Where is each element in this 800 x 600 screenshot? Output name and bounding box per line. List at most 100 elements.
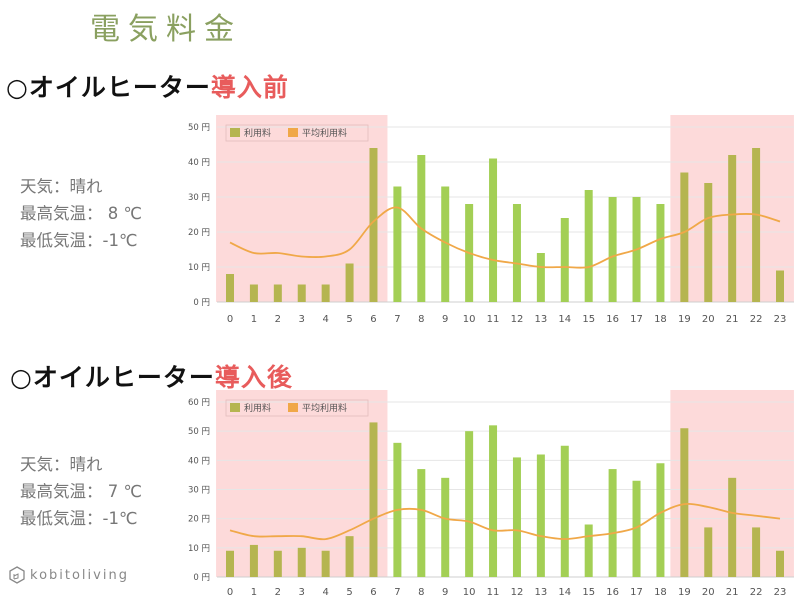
x-tick-label: 20 bbox=[702, 587, 715, 598]
x-tick-label: 19 bbox=[678, 587, 691, 598]
x-tick-label: 13 bbox=[535, 587, 548, 598]
usage-bar bbox=[321, 284, 330, 302]
chart-legend: 利用料 平均利用料 bbox=[225, 124, 369, 142]
x-tick-label: 20 bbox=[702, 314, 715, 325]
average-line bbox=[229, 502, 781, 541]
usage-bar bbox=[226, 274, 234, 302]
usage-bar bbox=[369, 148, 378, 302]
x-tick-label: 19 bbox=[678, 314, 691, 325]
x-tick-label: 3 bbox=[299, 587, 305, 598]
legend-usage-swatch bbox=[230, 403, 240, 412]
x-tick-label: 16 bbox=[606, 587, 619, 598]
chart-legend: 利用料 平均利用料 bbox=[225, 399, 369, 417]
usage-bar bbox=[345, 263, 354, 302]
usage-bar bbox=[752, 148, 761, 302]
y-tick-label: 0 円 bbox=[193, 298, 210, 308]
x-tick-label: 21 bbox=[726, 587, 739, 598]
usage-bar bbox=[560, 218, 569, 302]
y-tick-label: 50 円 bbox=[188, 427, 210, 437]
usage-bar bbox=[512, 457, 521, 577]
x-tick-label: 3 bbox=[299, 314, 305, 325]
x-tick-label: 9 bbox=[442, 587, 448, 598]
usage-bar bbox=[752, 527, 761, 577]
x-tick-label: 14 bbox=[558, 314, 571, 325]
legend-usage-label: 利用料 bbox=[244, 402, 271, 414]
y-tick-label: 10 円 bbox=[188, 263, 210, 273]
x-tick-label: 6 bbox=[370, 314, 376, 325]
x-tick-label: 4 bbox=[322, 587, 328, 598]
usage-bar bbox=[226, 550, 234, 577]
x-tick-label: 17 bbox=[630, 314, 643, 325]
x-tick-label: 18 bbox=[654, 314, 667, 325]
usage-bar bbox=[345, 536, 354, 577]
usage-bar bbox=[249, 544, 258, 577]
x-tick-label: 0 bbox=[227, 314, 233, 325]
usage-bar bbox=[536, 253, 545, 302]
x-tick-label: 2 bbox=[275, 314, 281, 325]
usage-bar bbox=[273, 550, 282, 577]
usage-bar bbox=[512, 204, 521, 302]
house-logo-icon bbox=[9, 566, 25, 584]
x-tick-label: 13 bbox=[535, 314, 548, 325]
usage-bar bbox=[608, 197, 617, 302]
usage-bar bbox=[656, 204, 665, 302]
max-temp-line: 最高気温： 7 ℃ bbox=[20, 482, 143, 501]
y-tick-label: 60 円 bbox=[188, 398, 210, 408]
x-tick-label: 4 bbox=[322, 314, 328, 325]
x-tick-label: 8 bbox=[418, 587, 424, 598]
usage-bar bbox=[489, 158, 498, 302]
y-tick-label: 40 円 bbox=[188, 158, 210, 168]
night-band bbox=[216, 390, 388, 577]
section-heading-before: ○オイルヒーター導入前 bbox=[6, 68, 289, 104]
x-tick-label: 2 bbox=[275, 587, 281, 598]
x-tick-label: 12 bbox=[511, 314, 524, 325]
usage-bar bbox=[584, 524, 593, 577]
max-temp-line: 最高気温： 8 ℃ bbox=[20, 204, 143, 223]
x-tick-label: 14 bbox=[558, 587, 571, 598]
usage-bar bbox=[728, 155, 737, 302]
usage-bar bbox=[297, 547, 306, 577]
x-tick-label: 10 bbox=[463, 314, 476, 325]
usage-bar bbox=[369, 422, 378, 577]
usage-bar bbox=[776, 270, 784, 302]
usage-bar bbox=[680, 172, 689, 302]
usage-bar bbox=[297, 284, 306, 302]
chart-after: 0 円10 円20 円30 円40 円50 円60 円0 1 2 3 4 5 6 7 8 9 10 1… bbox=[188, 390, 794, 598]
usage-bar bbox=[441, 186, 450, 302]
usage-bar bbox=[608, 469, 617, 577]
legend-usage-label: 利用料 bbox=[244, 127, 271, 139]
weather-line: 天気：晴れ bbox=[20, 455, 103, 474]
y-tick-label: 30 円 bbox=[188, 193, 210, 203]
x-tick-label: 5 bbox=[346, 587, 352, 598]
x-tick-label: 7 bbox=[394, 587, 400, 598]
x-tick-label: 9 bbox=[442, 314, 448, 325]
chart-before: 0 円10 円20 円30 円40 円50 円0 1 2 3 4 5 6 7 8 9 10 11 12 1… bbox=[188, 115, 794, 325]
usage-bar bbox=[776, 550, 784, 577]
usage-bar bbox=[417, 469, 426, 577]
x-tick-label: 16 bbox=[606, 314, 619, 325]
usage-bar bbox=[536, 454, 545, 577]
heading-prefix: ○オイルヒーター bbox=[6, 73, 211, 102]
weather-info-before: 天気：晴れ 最高気温： 8 ℃ 最低気温：-1℃ bbox=[20, 173, 142, 254]
x-tick-label: 22 bbox=[750, 314, 763, 325]
usage-bar bbox=[680, 428, 689, 577]
x-tick-label: 6 bbox=[370, 587, 376, 598]
x-tick-label: 15 bbox=[582, 587, 595, 598]
usage-bar bbox=[321, 550, 330, 577]
legend-usage-swatch bbox=[230, 128, 240, 137]
y-tick-label: 0 円 bbox=[193, 573, 210, 583]
usage-bar bbox=[441, 477, 450, 577]
heading-prefix: ○オイルヒーター bbox=[10, 363, 215, 392]
weather-info-after: 天気：晴れ 最高気温： 7 ℃ 最低気温：-1℃ bbox=[20, 451, 142, 532]
x-tick-label: 21 bbox=[726, 314, 739, 325]
min-temp-line: 最低気温：-1℃ bbox=[20, 231, 138, 250]
usage-bar bbox=[249, 284, 258, 302]
x-tick-label: 23 bbox=[774, 587, 787, 598]
average-line bbox=[229, 206, 781, 269]
y-tick-label: 40 円 bbox=[188, 456, 210, 466]
x-tick-label: 22 bbox=[750, 587, 763, 598]
usage-bar bbox=[393, 186, 402, 302]
usage-bar bbox=[656, 463, 665, 577]
y-tick-label: 10 円 bbox=[188, 544, 210, 554]
brand-logo: kobitoliving bbox=[8, 566, 129, 584]
